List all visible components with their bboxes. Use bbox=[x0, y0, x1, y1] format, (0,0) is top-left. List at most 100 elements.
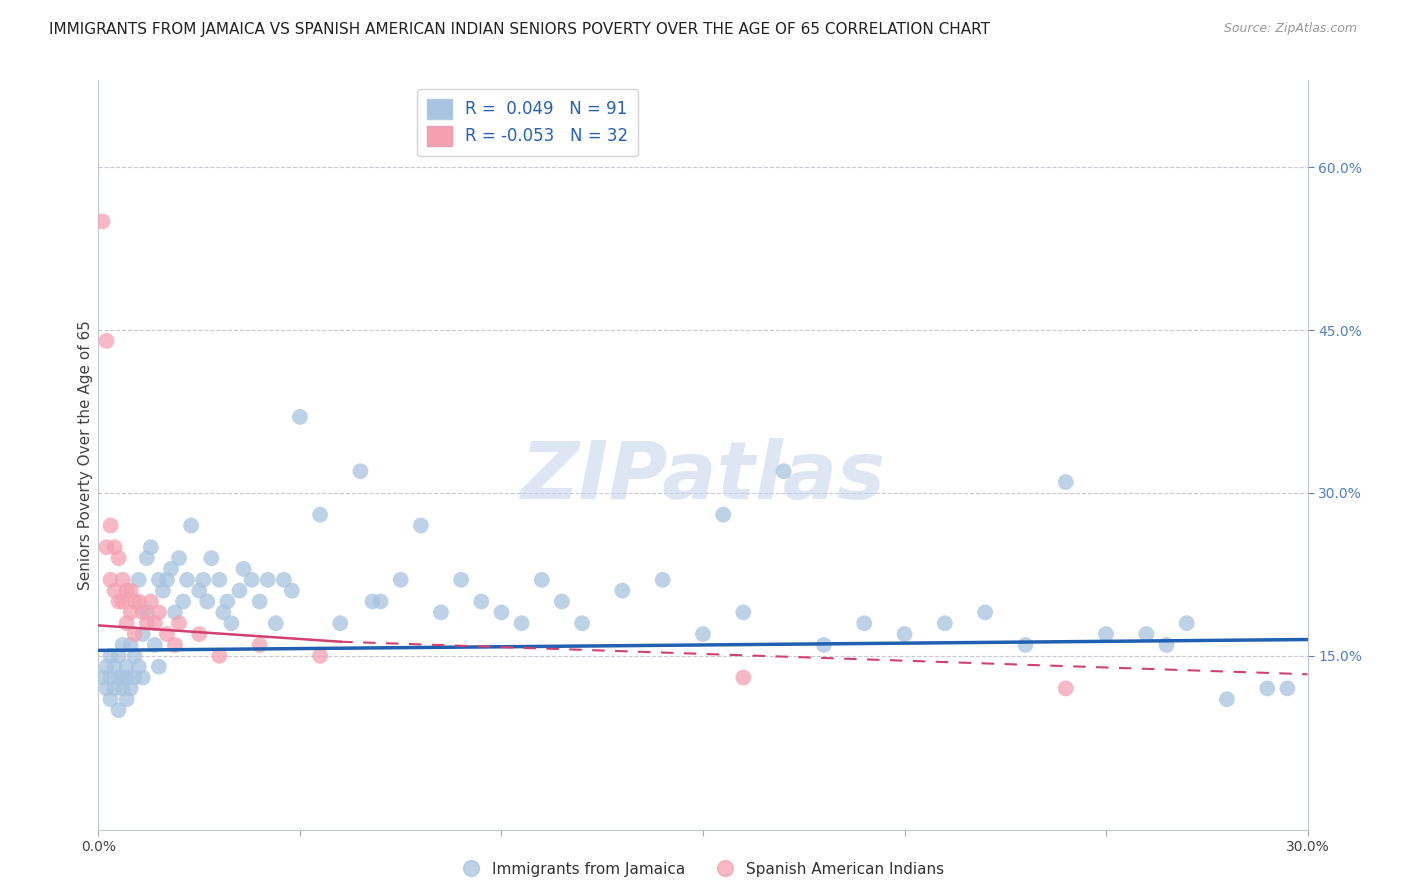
Text: IMMIGRANTS FROM JAMAICA VS SPANISH AMERICAN INDIAN SENIORS POVERTY OVER THE AGE : IMMIGRANTS FROM JAMAICA VS SPANISH AMERI… bbox=[49, 22, 990, 37]
Text: Source: ZipAtlas.com: Source: ZipAtlas.com bbox=[1223, 22, 1357, 36]
Text: ZIPatlas: ZIPatlas bbox=[520, 438, 886, 516]
Point bbox=[107, 703, 129, 717]
Point bbox=[711, 508, 734, 522]
Point bbox=[107, 648, 129, 663]
Point bbox=[111, 573, 134, 587]
Point bbox=[135, 606, 157, 620]
Point bbox=[124, 627, 146, 641]
Point bbox=[96, 659, 118, 673]
Point bbox=[571, 616, 593, 631]
Point bbox=[692, 627, 714, 641]
Point bbox=[160, 562, 183, 576]
Point bbox=[103, 540, 125, 554]
Point bbox=[281, 583, 304, 598]
Point bbox=[139, 594, 162, 608]
Point bbox=[264, 616, 287, 631]
Point bbox=[974, 606, 997, 620]
Point bbox=[1175, 616, 1198, 631]
Point bbox=[128, 594, 150, 608]
Point bbox=[409, 518, 432, 533]
Point bbox=[148, 659, 170, 673]
Point bbox=[115, 659, 138, 673]
Point bbox=[124, 594, 146, 608]
Point bbox=[1277, 681, 1299, 696]
Point bbox=[132, 627, 155, 641]
Point bbox=[934, 616, 956, 631]
Point bbox=[96, 540, 118, 554]
Point bbox=[1095, 627, 1118, 641]
Point bbox=[152, 583, 174, 598]
Point bbox=[450, 573, 472, 587]
Point bbox=[470, 594, 492, 608]
Point bbox=[1014, 638, 1036, 652]
Point bbox=[100, 518, 122, 533]
Point bbox=[135, 616, 157, 631]
Point bbox=[143, 616, 166, 631]
Point bbox=[172, 594, 194, 608]
Point bbox=[167, 551, 190, 566]
Point bbox=[163, 606, 186, 620]
Point bbox=[120, 583, 142, 598]
Point bbox=[100, 648, 122, 663]
Point bbox=[107, 671, 129, 685]
Point bbox=[156, 627, 179, 641]
Point bbox=[91, 671, 114, 685]
Point bbox=[217, 594, 239, 608]
Point bbox=[240, 573, 263, 587]
Point bbox=[733, 671, 755, 685]
Point bbox=[163, 638, 186, 652]
Point bbox=[107, 551, 129, 566]
Point bbox=[111, 681, 134, 696]
Y-axis label: Seniors Poverty Over the Age of 65: Seniors Poverty Over the Age of 65 bbox=[77, 320, 93, 590]
Point bbox=[772, 464, 794, 478]
Point bbox=[853, 616, 876, 631]
Point bbox=[221, 616, 243, 631]
Point bbox=[124, 671, 146, 685]
Point bbox=[115, 583, 138, 598]
Point bbox=[361, 594, 384, 608]
Point bbox=[200, 551, 222, 566]
Point bbox=[103, 681, 125, 696]
Point bbox=[111, 594, 134, 608]
Point bbox=[124, 648, 146, 663]
Point bbox=[115, 671, 138, 685]
Point bbox=[96, 681, 118, 696]
Legend: Immigrants from Jamaica, Spanish American Indians: Immigrants from Jamaica, Spanish America… bbox=[454, 853, 952, 884]
Point bbox=[115, 616, 138, 631]
Point bbox=[1054, 681, 1077, 696]
Point bbox=[228, 583, 250, 598]
Point bbox=[1135, 627, 1157, 641]
Point bbox=[100, 671, 122, 685]
Point bbox=[612, 583, 634, 598]
Point bbox=[288, 409, 311, 424]
Point bbox=[193, 573, 215, 587]
Point bbox=[100, 692, 122, 706]
Point bbox=[212, 606, 235, 620]
Point bbox=[273, 573, 295, 587]
Point bbox=[208, 573, 231, 587]
Legend: R =  0.049   N = 91, R = -0.053   N = 32: R = 0.049 N = 91, R = -0.053 N = 32 bbox=[418, 88, 638, 156]
Point bbox=[1256, 681, 1278, 696]
Point bbox=[249, 638, 271, 652]
Point bbox=[111, 638, 134, 652]
Point bbox=[143, 638, 166, 652]
Point bbox=[120, 606, 142, 620]
Point bbox=[135, 551, 157, 566]
Point bbox=[132, 606, 155, 620]
Point bbox=[100, 573, 122, 587]
Point bbox=[733, 606, 755, 620]
Point bbox=[188, 627, 211, 641]
Point bbox=[329, 616, 352, 631]
Point bbox=[389, 573, 412, 587]
Point bbox=[156, 573, 179, 587]
Point bbox=[148, 606, 170, 620]
Point bbox=[180, 518, 202, 533]
Point bbox=[132, 671, 155, 685]
Point bbox=[1054, 475, 1077, 489]
Point bbox=[120, 638, 142, 652]
Point bbox=[96, 334, 118, 348]
Point bbox=[91, 214, 114, 228]
Point bbox=[107, 594, 129, 608]
Point bbox=[651, 573, 673, 587]
Point bbox=[195, 594, 218, 608]
